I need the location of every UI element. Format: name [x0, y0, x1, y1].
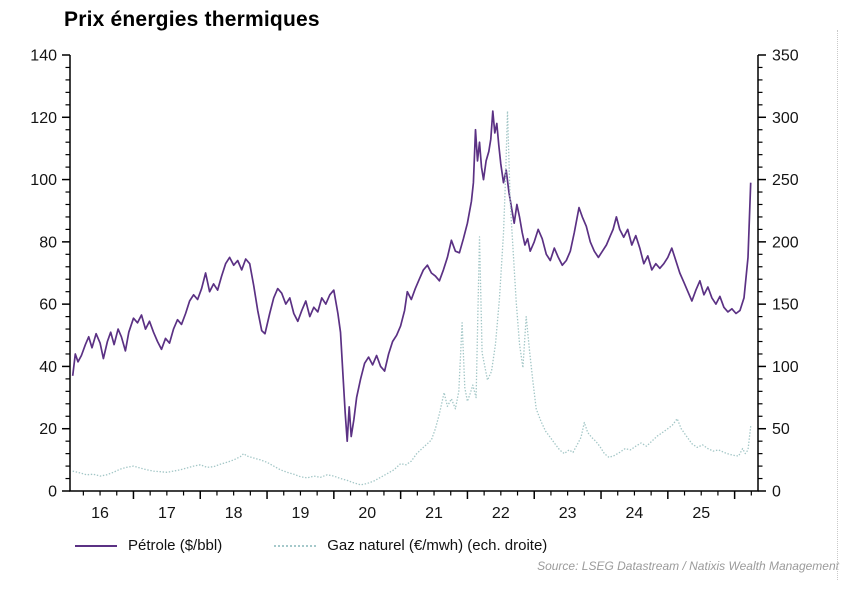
legend-label-gaz: Gaz naturel (€/mwh) (ech. droite) — [327, 537, 548, 554]
y-right-tick-label: 300 — [772, 110, 799, 127]
x-tick-label: 25 — [692, 505, 710, 522]
y-right-tick-label: 350 — [772, 48, 799, 65]
y-right-tick-label: 100 — [772, 359, 799, 376]
x-tick-label: 21 — [425, 505, 443, 522]
gaz-series-line — [72, 110, 752, 486]
gaz-line-swatch — [274, 544, 317, 547]
legend: Pétrole ($/bbl) Gaz naturel (€/mwh) (ech… — [75, 537, 547, 554]
petrole-series-line — [71, 110, 752, 443]
x-tick-label: 22 — [492, 505, 510, 522]
y-left-tick-label: 20 — [39, 421, 57, 438]
y-left-tick-label: 140 — [30, 48, 57, 65]
y-axis-right: 0 50 100 150 200 250 300 350 — [758, 48, 799, 501]
x-tick-label: 23 — [559, 505, 577, 522]
petrole-line-swatch — [75, 544, 117, 547]
source-credit: Source: LSEG Datastream / Natixis Wealth… — [537, 559, 839, 573]
y-right-tick-label: 250 — [772, 172, 799, 189]
y-left-tick-label: 60 — [39, 297, 57, 314]
axes-frame — [69, 55, 759, 492]
y-right-tick-label: 50 — [772, 421, 790, 438]
y-right-tick-label: 200 — [772, 234, 799, 251]
x-tick-label: 18 — [225, 505, 243, 522]
x-tick-label: 24 — [626, 505, 644, 522]
y-right-tick-label: 150 — [772, 297, 799, 314]
legend-item-gaz: Gaz naturel (€/mwh) (ech. droite) — [274, 537, 547, 554]
plot-area: 0 20 40 60 80 100 120 140 0 50 100 150 200 250 300 350 1… — [30, 48, 799, 523]
y-axis-left: 0 20 40 60 80 100 120 140 — [30, 48, 70, 501]
x-tick-label: 20 — [358, 505, 376, 522]
y-left-tick-label: 0 — [48, 484, 57, 501]
y-left-tick-label: 100 — [30, 172, 57, 189]
x-tick-label: 19 — [292, 505, 310, 522]
frame-dotted-border — [837, 30, 838, 580]
y-left-tick-label: 120 — [30, 110, 57, 127]
y-left-tick-label: 80 — [39, 234, 57, 251]
chart-title: Prix énergies thermiques — [64, 8, 320, 31]
legend-label-petrole: Pétrole ($/bbl) — [128, 537, 223, 554]
y-left-tick-label: 40 — [39, 359, 57, 376]
x-axis: 16 17 18 19 20 21 22 23 24 25 — [82, 491, 752, 522]
x-tick-label: 17 — [158, 505, 176, 522]
legend-item-petrole: Pétrole ($/bbl) — [75, 537, 222, 554]
y-right-tick-label: 0 — [772, 484, 781, 501]
x-tick-label: 16 — [91, 505, 109, 522]
